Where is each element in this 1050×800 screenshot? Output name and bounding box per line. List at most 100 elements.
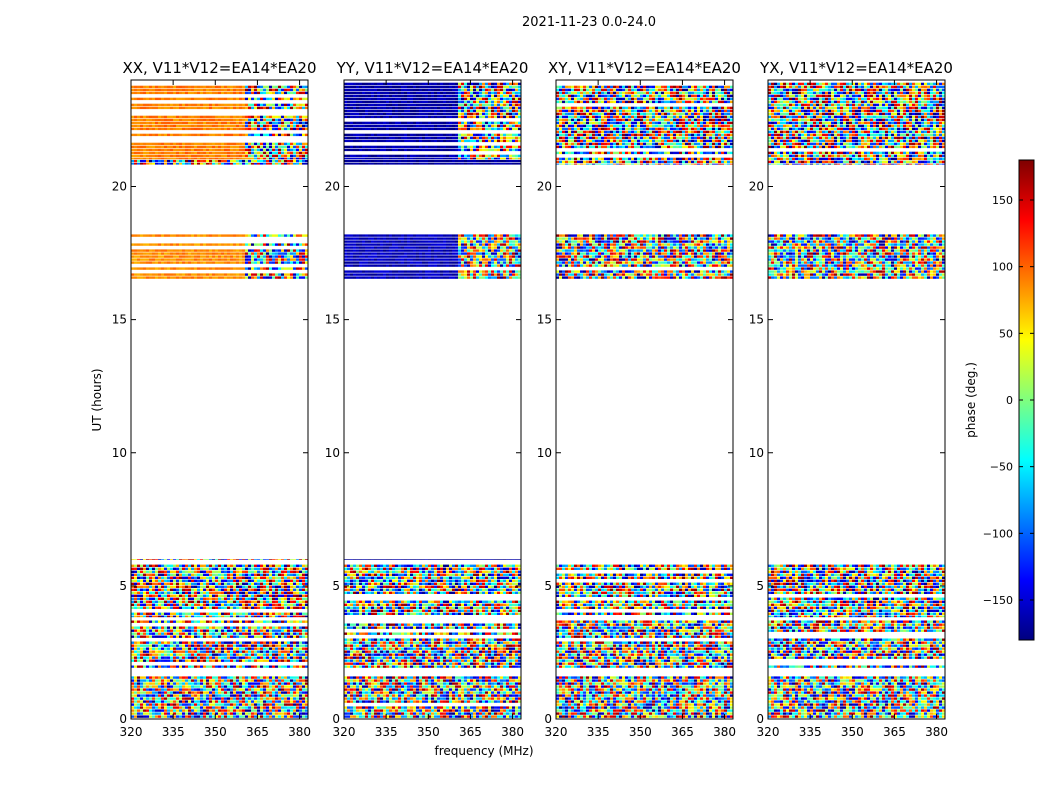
heatmap-cell (155, 252, 158, 254)
heatmap-cell (200, 98, 203, 100)
heatmap-cell (263, 589, 266, 591)
heatmap-cell (287, 642, 290, 644)
heatmap-cell (512, 694, 515, 696)
heatmap-cell (260, 107, 263, 109)
heatmap-cell (137, 712, 140, 714)
heatmap-cell (272, 89, 275, 91)
heatmap-cell (155, 621, 158, 623)
heatmap-cell (185, 568, 188, 570)
heatmap-cell (230, 267, 233, 269)
heatmap-cell (266, 604, 269, 606)
heatmap-cell (503, 685, 506, 687)
heatmap-cell (134, 116, 137, 118)
heatmap-cell (152, 654, 155, 656)
heatmap-cell (260, 700, 263, 702)
heatmap-cell (230, 604, 233, 606)
heatmap-cell (176, 559, 179, 560)
heatmap-cell (155, 261, 158, 263)
heatmap-cell (245, 252, 248, 254)
heatmap-cell (143, 580, 146, 582)
heatmap-cell (149, 89, 152, 91)
heatmap-cell (371, 682, 374, 684)
heatmap-cell (161, 712, 164, 714)
heatmap-cell (140, 583, 143, 585)
heatmap-cell (449, 676, 452, 678)
heatmap-cell (242, 146, 245, 148)
heatmap-cell (230, 577, 233, 579)
heatmap-cell (242, 267, 245, 269)
heatmap-cell (191, 128, 194, 130)
heatmap-cell (221, 682, 224, 684)
heatmap-cell (176, 107, 179, 109)
heatmap-cell (176, 648, 179, 650)
heatmap-cell (272, 616, 275, 618)
heatmap-cell (173, 627, 176, 629)
heatmap-cell (137, 119, 140, 121)
heatmap-cell (242, 252, 245, 254)
heatmap-cell (230, 598, 233, 600)
heatmap-cell (488, 691, 491, 693)
heatmap-cell (287, 568, 290, 570)
heatmap-cell (275, 143, 278, 145)
heatmap-cell (137, 276, 140, 278)
heatmap-cell (242, 616, 245, 618)
heatmap-cell (281, 571, 284, 573)
heatmap-cell (194, 143, 197, 145)
heatmap-cell (158, 709, 161, 711)
heatmap-cell (503, 694, 506, 696)
heatmap-cell (503, 688, 506, 690)
heatmap-cell (248, 119, 251, 121)
heatmap-cell (146, 574, 149, 576)
heatmap-cell (257, 586, 260, 588)
heatmap-cell (299, 627, 302, 629)
heatmap-cell (197, 712, 200, 714)
heatmap-cell (203, 604, 206, 606)
heatmap-cell (278, 589, 281, 591)
heatmap-cell (230, 146, 233, 148)
heatmap-cell (278, 592, 281, 594)
heatmap-cell (149, 697, 152, 699)
heatmap-cell (173, 604, 176, 606)
heatmap-cell (236, 577, 239, 579)
heatmap-cell (155, 119, 158, 121)
heatmap-cell (278, 642, 281, 644)
heatmap-cell (209, 709, 212, 711)
heatmap-cell (299, 98, 302, 100)
heatmap-cell (269, 125, 272, 127)
heatmap-cell (302, 122, 305, 124)
heatmap-cell (254, 158, 257, 160)
heatmap-cell (479, 691, 482, 693)
heatmap-cell (152, 601, 155, 603)
heatmap-cell (137, 682, 140, 684)
heatmap-cell (245, 134, 248, 136)
heatmap-cell (200, 679, 203, 681)
heatmap-cell (197, 657, 200, 659)
heatmap-cell (152, 261, 155, 263)
heatmap-cell (296, 155, 299, 157)
heatmap-cell (173, 152, 176, 154)
heatmap-cell (302, 630, 305, 632)
heatmap-cell (257, 621, 260, 623)
heatmap-cell (170, 621, 173, 623)
heatmap-cell (137, 651, 140, 653)
heatmap-cell (215, 261, 218, 263)
heatmap-cell (470, 694, 473, 696)
heatmap-cell (257, 700, 260, 702)
heatmap-cell (443, 694, 446, 696)
heatmap-cell (287, 633, 290, 635)
heatmap-cell (239, 691, 242, 693)
heatmap-cell (194, 163, 197, 165)
heatmap-cell (239, 654, 242, 656)
heatmap-cell (485, 676, 488, 678)
heatmap-cell (203, 122, 206, 124)
heatmap-cell (185, 700, 188, 702)
heatmap-cell (254, 116, 257, 118)
heatmap-cell (422, 679, 425, 681)
heatmap-cell (158, 252, 161, 254)
heatmap-cell (437, 691, 440, 693)
heatmap-cell (191, 712, 194, 714)
heatmap-cell (188, 688, 191, 690)
heatmap-cell (266, 234, 269, 236)
heatmap-cell (227, 565, 230, 567)
heatmap-cell (245, 712, 248, 714)
